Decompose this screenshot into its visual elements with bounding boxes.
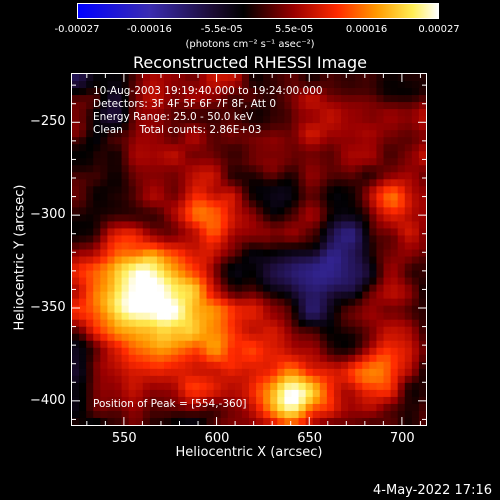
y-axis-label: Heliocentric Y (arcsec) [12, 184, 28, 331]
info-detectors: Detectors: 3F 4F 5F 6F 7F 8F, Att 0 [93, 98, 277, 110]
info-energy-range: Energy Range: 25.0 - 50.0 keV [93, 111, 254, 123]
colorbar-tick-label: 0.00027 [418, 24, 460, 35]
x-tick-label: 700 [389, 431, 415, 446]
footer-date: 4-May-2022 17:16 [373, 483, 492, 498]
colorbar-tick-label: 5.5e-05 [274, 24, 314, 35]
y-tick-label: −350 [30, 300, 66, 315]
info-time-range: 10-Aug-2003 19:19:40.000 to 19:24:00.000 [93, 85, 323, 97]
x-tick-label: 650 [297, 431, 323, 446]
y-tick-label: −250 [30, 114, 66, 130]
colorbar-units: (photons cm⁻² s⁻¹ asec⁻²) [185, 39, 315, 50]
colorbar-tick-label: -0.00016 [126, 24, 172, 35]
plot-frame [71, 73, 427, 426]
colorbar [77, 3, 439, 19]
y-tick-label: −300 [30, 207, 66, 223]
info-clean-counts: Clean Total counts: 2.86E+03 [93, 124, 262, 136]
peak-position-label: Position of Peak = [554,-360] [93, 398, 247, 410]
y-tick-label: −400 [30, 392, 66, 408]
colorbar-tick-label: -0.00027 [54, 24, 100, 35]
plot-title: Reconstructed RHESSI Image [133, 53, 367, 72]
colorbar-tick-label: -5.5e-05 [200, 24, 243, 35]
x-tick-label: 600 [204, 431, 230, 446]
rhessi-heatmap [72, 74, 426, 425]
x-axis-label: Heliocentric X (arcsec) [175, 445, 323, 460]
colorbar-tick-label: 0.00016 [345, 24, 388, 35]
x-tick-label: 550 [111, 431, 137, 446]
